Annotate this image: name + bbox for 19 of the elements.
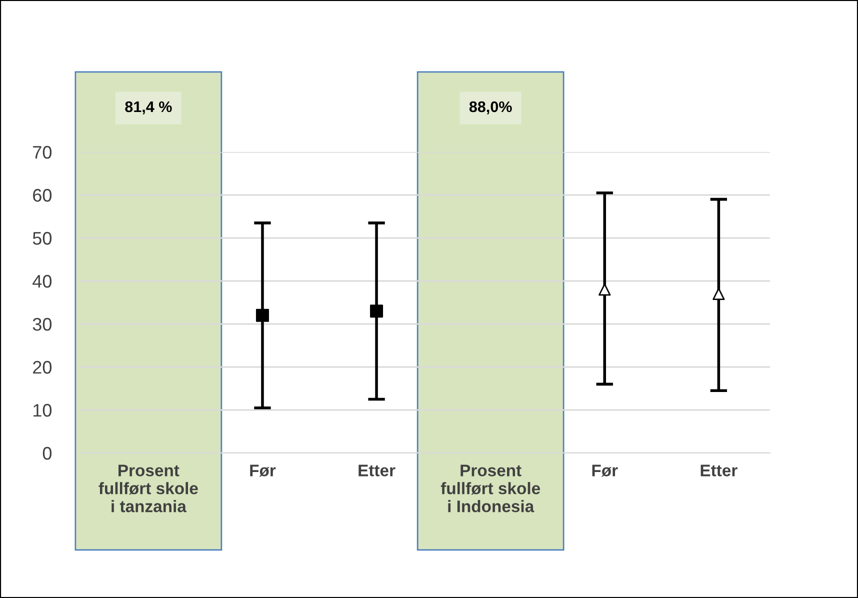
y-tick-label: 40	[32, 274, 52, 288]
x-tick-label: Etter	[358, 464, 396, 476]
point	[370, 304, 384, 318]
x-tick-label: Prosent fullført skole i tanzania	[98, 464, 198, 512]
y-tick-label: 50	[32, 232, 52, 245]
point	[598, 284, 611, 296]
text: 81,4 %	[125, 101, 172, 114]
x-tick-label: Etter	[700, 464, 738, 476]
y-tick-label: 0	[42, 446, 52, 460]
y-tick-label: 10	[34, 404, 52, 417]
text: 88,0%	[469, 101, 512, 114]
y-tick-label: 20	[33, 360, 52, 374]
point	[256, 308, 269, 322]
y-tick-label: 70	[33, 146, 52, 159]
x-tick-label: Før	[592, 464, 618, 477]
y-tick-label: 60	[33, 188, 52, 202]
x-tick-label: Prosent fullført skole i Indonesia	[440, 464, 540, 512]
y-tick-label: 30	[32, 318, 52, 331]
x-tick-label: Før	[250, 464, 276, 477]
